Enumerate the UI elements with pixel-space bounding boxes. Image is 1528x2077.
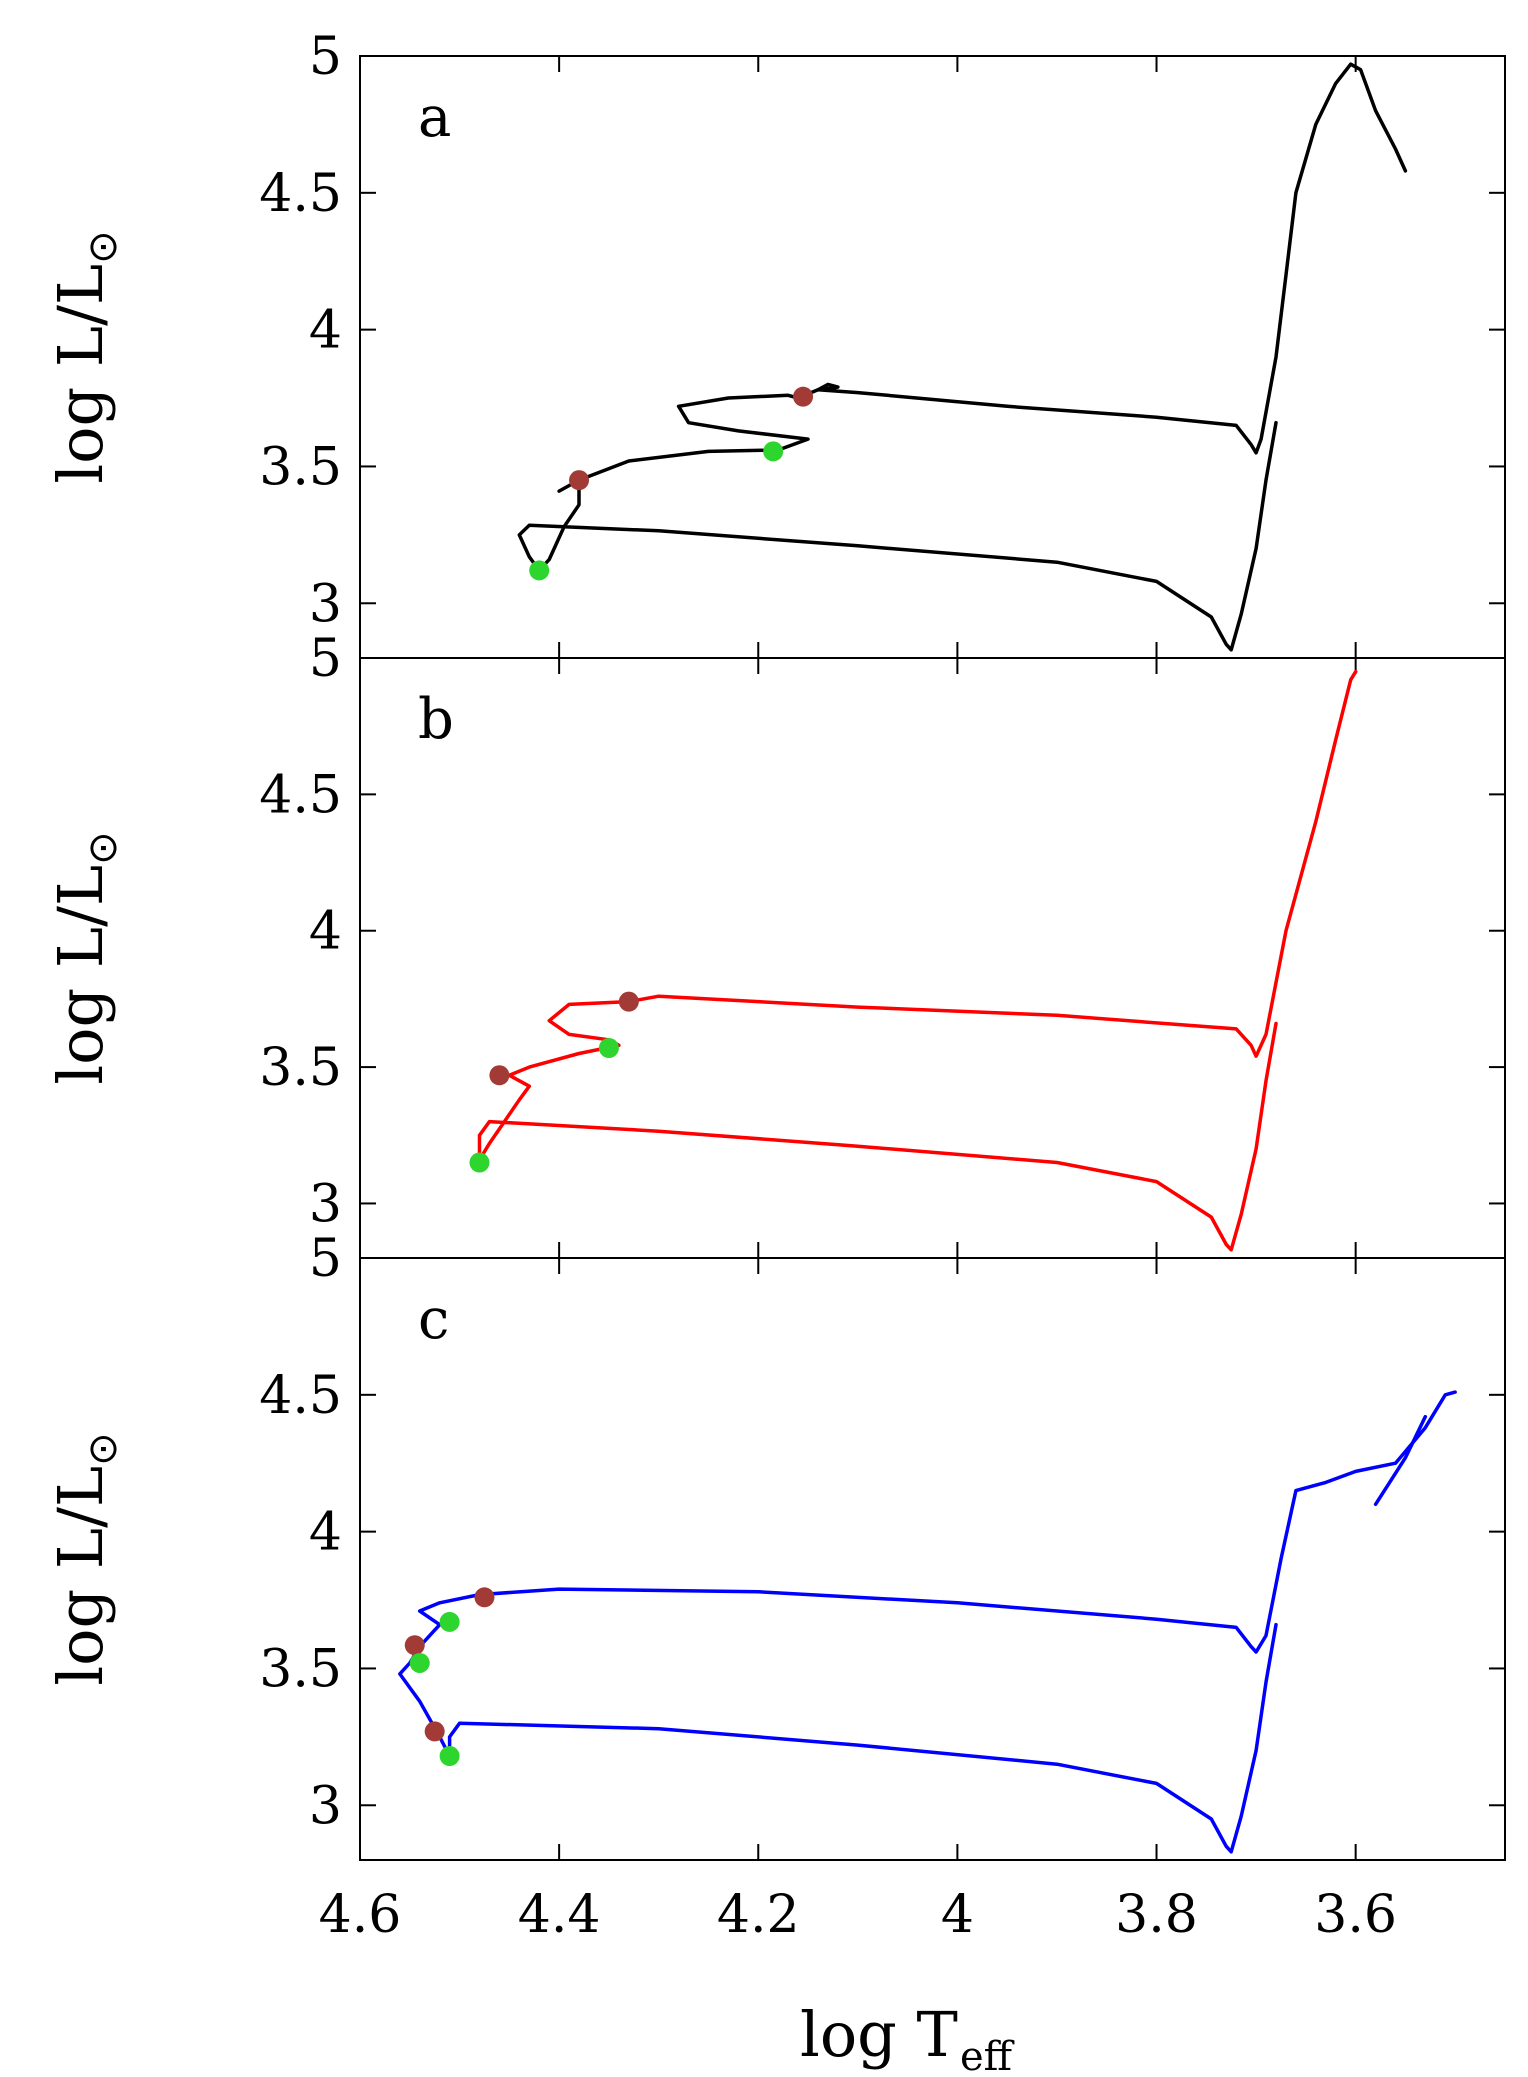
x-tick-label: 4.6 (319, 1885, 402, 1945)
plot-frame (359, 1257, 1506, 1861)
red-marker (618, 991, 639, 1012)
green-marker (439, 1746, 460, 1767)
x-tick-label: 4.4 (518, 1885, 601, 1945)
track-line-secondary (1373, 1414, 1428, 1507)
red-marker (424, 1721, 445, 1742)
y-axis-title-symbol: ⊙ (80, 831, 126, 865)
y-axis-title-base: log L/L (44, 1466, 117, 1686)
green-marker (598, 1038, 619, 1058)
y-axis-title-base: log L/L (44, 264, 117, 484)
y-tick-label: 3 (309, 574, 342, 634)
y-tick-label: 4.5 (259, 765, 342, 825)
y-tick-label: 3.5 (259, 1038, 342, 1098)
y-tick-label: 5 (309, 629, 342, 689)
track-line (517, 62, 1408, 652)
x-tick-label: 4 (941, 1885, 974, 1945)
y-axis-title-symbol: ⊙ (80, 1432, 126, 1466)
x-axis-title-sub: eff (960, 2034, 1015, 2077)
y-tick-label: 4.5 (259, 1366, 342, 1426)
track-line (477, 669, 1358, 1252)
green-marker (529, 560, 550, 581)
green-marker (763, 441, 784, 462)
y-axis-title: log L/L⊙ (44, 1432, 126, 1685)
red-marker (489, 1065, 510, 1086)
y-tick-label: 3.5 (259, 1639, 342, 1699)
red-marker (793, 386, 814, 407)
y-axis-title-base: log L/L (44, 865, 117, 1085)
track-line (398, 1390, 1457, 1854)
y-tick-label: 3 (309, 1174, 342, 1234)
panel-label: a (418, 85, 451, 150)
y-tick-label: 3.5 (259, 437, 342, 497)
panel-b: 3 3.5 4 4.5 b log L/L⊙ (44, 657, 1506, 1259)
panel-label: b (418, 687, 454, 752)
x-tick-label: 4.2 (717, 1885, 800, 1945)
y-tick-label: 5 (309, 27, 342, 87)
x-tick-label: 3.8 (1115, 1885, 1198, 1945)
green-marker (409, 1652, 430, 1673)
y-axis-title-symbol: ⊙ (80, 230, 126, 264)
y-tick-label: 4 (309, 902, 342, 962)
red-marker (404, 1635, 425, 1656)
y-tick-label: 4 (309, 301, 342, 361)
red-marker (474, 1587, 495, 1608)
green-marker (439, 1611, 460, 1632)
y-axis-title: log L/L⊙ (44, 831, 126, 1084)
green-marker (469, 1152, 490, 1173)
x-axis-title-base: log T (800, 1998, 958, 2071)
panel-label: c (418, 1287, 449, 1352)
panel-c: 3 3.5 4 4.5 4.6 4.4 4.2 4 3.8 3.6 c log L/L⊙ (44, 1257, 1506, 1945)
y-tick-label: 4.5 (259, 164, 342, 224)
y-tick-label: 5 (309, 1229, 342, 1289)
x-axis-title: log T eff (800, 1998, 1015, 2077)
y-tick-label: 4 (309, 1503, 342, 1563)
y-tick-label: 3 (309, 1776, 342, 1836)
red-marker (569, 470, 590, 491)
y-axis-title: log L/L⊙ (44, 230, 126, 483)
x-tick-label: 3.6 (1314, 1885, 1397, 1945)
